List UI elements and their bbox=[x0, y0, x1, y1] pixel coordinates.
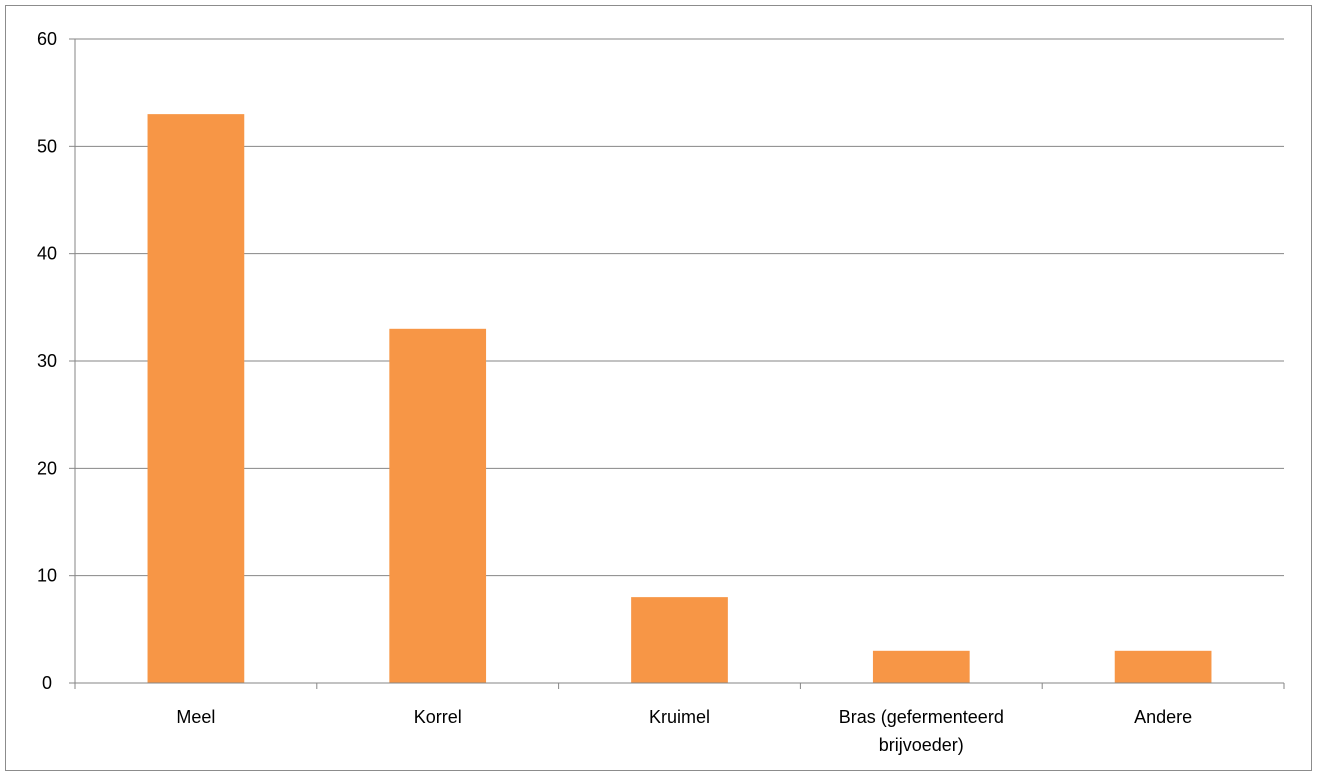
x-tick-label: Korrel bbox=[414, 707, 462, 727]
bar bbox=[389, 328, 487, 683]
x-tick-label: Andere bbox=[1134, 707, 1192, 727]
x-tick-label: Bras (gefermenteerd brijvoeder) bbox=[839, 707, 1004, 755]
x-tick-label-line: Bras (gefermenteerd bbox=[839, 707, 1004, 727]
bar bbox=[147, 114, 245, 684]
bars bbox=[147, 114, 1212, 684]
x-tick-label: Kruimel bbox=[649, 707, 710, 727]
x-tick-label: Meel bbox=[176, 707, 215, 727]
gridlines bbox=[75, 38, 1284, 577]
y-tick-label: 10 bbox=[37, 566, 57, 586]
y-tick-label: 20 bbox=[37, 458, 57, 478]
axes bbox=[69, 38, 1285, 689]
y-tick-label: 50 bbox=[37, 136, 57, 156]
x-tick-label-line: brijvoeder) bbox=[879, 735, 964, 755]
y-tick-label: 40 bbox=[37, 244, 57, 264]
x-tick-label-line: Kruimel bbox=[649, 707, 710, 727]
y-tick-label: 0 bbox=[42, 673, 52, 693]
tick-labels: 0 10 20 30 40 50 60 Meel Korrel Kruimel Bras (gefe… bbox=[37, 29, 1192, 755]
x-tick-label-line: Andere bbox=[1134, 707, 1192, 727]
bar bbox=[872, 650, 970, 683]
x-tick-label-line: Meel bbox=[176, 707, 215, 727]
y-tick-label: 60 bbox=[37, 29, 57, 49]
x-tick-label-line: Korrel bbox=[414, 707, 462, 727]
bar bbox=[631, 597, 728, 683]
y-tick-label: 30 bbox=[37, 351, 57, 371]
bar bbox=[1114, 650, 1212, 683]
